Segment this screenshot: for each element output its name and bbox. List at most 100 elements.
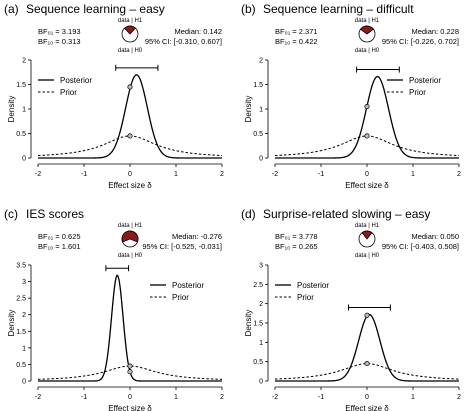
chart-title: IES scores (26, 207, 84, 221)
y-tick-label: 0.5 (253, 359, 263, 366)
x-tick-label: -1 (318, 394, 324, 401)
y-axis-label: Density (244, 96, 253, 123)
x-tick-label: -2 (35, 171, 41, 178)
x-tick-label: 1 (174, 394, 178, 401)
pie-label-h0: data | H0 (118, 48, 143, 54)
pie-label-h0: data | H0 (118, 253, 143, 259)
x-tick-label: -1 (81, 171, 87, 178)
bf10-label: BF₁₀ = 0.422 (275, 37, 318, 46)
posterior-curve (275, 313, 459, 382)
legend-posterior-label: Posterior (60, 76, 92, 85)
bf10-label: BF₁₀ = 0.313 (38, 37, 81, 46)
y-tick-label: 3 (22, 279, 26, 286)
prior-curve (37, 135, 223, 157)
y-tick-label: 1 (259, 340, 263, 347)
x-tick-label: -1 (318, 171, 324, 178)
posterior-point (127, 84, 133, 90)
y-tick-label: 1.5 (253, 321, 263, 328)
legend-prior-label: Prior (60, 88, 77, 97)
y-tick-label: 1.5 (16, 82, 26, 89)
y-tick-label: 2 (259, 301, 263, 308)
pie-h1-slice (123, 25, 137, 35)
bf10-label: BF₁₀ = 1.601 (38, 242, 81, 251)
panel-label: (c) (4, 207, 18, 221)
ci-label: 95% CI: [-0.310, 0.607] (145, 37, 222, 46)
x-tick-label: 2 (220, 394, 224, 401)
pie-label-h0: data | H0 (355, 253, 380, 259)
chart-title: Sequence learning – easy (26, 2, 165, 16)
posterior-point (127, 369, 133, 375)
pie-h1-slice (121, 230, 139, 243)
x-tick-label: 2 (457, 394, 461, 401)
ci-label: 95% CI: [-0.525, -0.031] (142, 242, 222, 251)
pie-label-h1: data | H1 (355, 18, 380, 24)
chart-panel: (b) Sequence learning – difficult BF₀₁ = 2… (241, 2, 461, 190)
x-tick-label: 0 (365, 394, 369, 401)
chart-title: Sequence learning – difficult (263, 2, 414, 16)
x-tick-label: 0 (365, 171, 369, 178)
x-tick-label: 1 (411, 171, 415, 178)
ci-label: 95% CI: [-0.403, 0.508] (382, 242, 459, 251)
y-tick-label: 2.5 (16, 296, 26, 303)
posterior-point (364, 104, 370, 110)
y-tick-label: 1.5 (253, 82, 263, 89)
y-tick-label: 0 (259, 379, 263, 386)
x-axis-label: Effect size δ (108, 181, 152, 190)
pie-label-h1: data | H1 (355, 223, 380, 229)
median-label: Median: 0.050 (411, 232, 459, 241)
bf01-label: BF₀₁ = 2.371 (275, 27, 318, 36)
x-tick-label: -1 (81, 394, 87, 401)
chart-panel: (a) Sequence learning – easy BF₀₁ = 3.193B… (4, 2, 224, 190)
y-tick-label: 0 (22, 156, 26, 163)
median-label: Median: 0.142 (174, 27, 222, 36)
median-label: Median: 0.228 (411, 27, 459, 36)
prior-point (364, 133, 370, 139)
x-tick-label: 1 (174, 171, 178, 178)
pie-label-h0: data | H0 (355, 48, 380, 54)
prior-point (127, 133, 133, 139)
x-tick-label: 0 (128, 171, 132, 178)
bf10-label: BF₁₀ = 0.265 (275, 242, 318, 251)
ci-label: 95% CI: [-0.226, 0.702] (382, 37, 459, 46)
x-axis-label: Effect size δ (345, 181, 389, 190)
y-tick-label: 2.5 (253, 282, 263, 289)
y-tick-label: 2 (22, 312, 26, 319)
legend-prior-label: Prior (172, 293, 189, 302)
legend-posterior-label: Posterior (409, 76, 441, 85)
x-tick-label: 2 (457, 171, 461, 178)
y-axis-label: Density (244, 310, 253, 337)
prior-curve (274, 135, 460, 157)
panel-label: (a) (4, 2, 19, 16)
y-axis-label: Density (7, 96, 16, 123)
x-axis-label: Effect size δ (345, 404, 389, 411)
y-tick-label: 0.5 (16, 131, 26, 138)
y-tick-label: 1 (259, 107, 263, 114)
chart-panel: (d) Surprise-related slowing – easy BF₀₁ =… (241, 207, 461, 411)
posterior-curve (275, 75, 459, 159)
panel-label: (d) (241, 207, 256, 221)
y-tick-label: 2 (22, 58, 26, 65)
x-tick-label: 2 (220, 171, 224, 178)
legend-posterior-label: Posterior (172, 281, 204, 290)
legend-prior-label: Prior (409, 88, 426, 97)
y-tick-label: 3.5 (16, 263, 26, 270)
y-tick-label: 0 (259, 156, 263, 163)
x-axis-label: Effect size δ (108, 404, 152, 411)
pie-label-h1: data | H1 (118, 223, 143, 229)
prior-point (364, 361, 370, 367)
x-tick-label: -2 (272, 394, 278, 401)
x-tick-label: 1 (411, 394, 415, 401)
bf01-label: BF₀₁ = 3.193 (38, 27, 81, 36)
y-tick-label: 0.5 (253, 131, 263, 138)
bf01-label: BF₀₁ = 0.625 (38, 232, 81, 241)
median-label: Median: -0.276 (172, 232, 222, 241)
x-tick-label: 0 (128, 394, 132, 401)
y-tick-label: 1 (22, 107, 26, 114)
legend-prior-label: Prior (297, 293, 314, 302)
prior-point (127, 363, 133, 369)
pie-h1-slice (359, 25, 375, 35)
chart-title: Surprise-related slowing – easy (263, 207, 430, 221)
panel-label: (b) (241, 2, 256, 16)
